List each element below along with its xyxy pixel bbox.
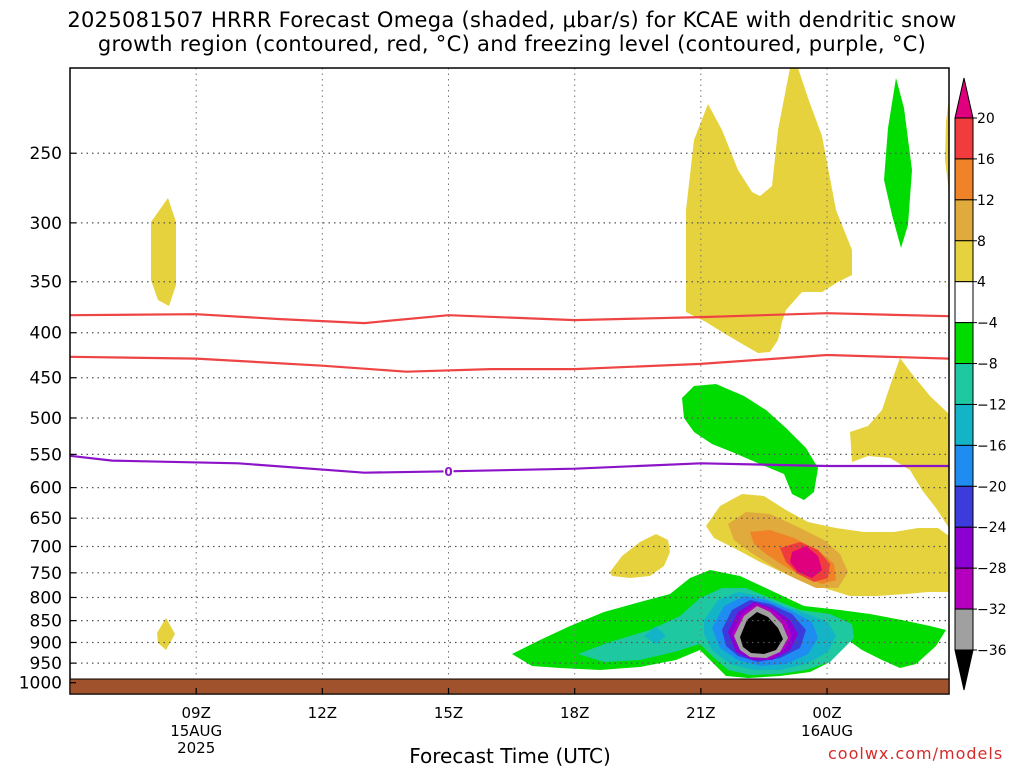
y-tick-label: 550: [30, 445, 62, 465]
credit-text: coolwx.com/models: [828, 744, 1004, 763]
colorbar-label: 8: [977, 234, 986, 250]
y-tick-label: 650: [30, 509, 62, 529]
dendritic-growth-contour: [70, 353, 949, 373]
colorbar-label: −4: [977, 316, 998, 332]
colorbar-bin: [954, 158, 974, 201]
y-tick-label: 350: [30, 273, 62, 293]
colorbar-label: 12: [977, 193, 995, 209]
y-tick-label: 800: [30, 588, 62, 608]
colorbar-bin: [954, 322, 974, 365]
colorbar-bin: [954, 485, 974, 528]
colorbar-label: −16: [977, 438, 1007, 454]
y-tick-label: 300: [30, 214, 62, 234]
y-tick-label: 950: [30, 654, 62, 674]
x-tick-label: 00Z: [812, 704, 841, 722]
x-tick-sublabel: 2025: [177, 739, 215, 757]
x-tick-label: 21Z: [686, 704, 715, 722]
colorbar-bin: [954, 117, 974, 160]
colorbar-label: 4: [977, 275, 986, 291]
y-tick-label: 500: [30, 409, 62, 429]
omega-cell-upward-weak: [686, 68, 852, 353]
x-tick-label: 09Z: [181, 704, 210, 722]
y-tick-label: 400: [30, 324, 62, 344]
colorbar-label: 20: [977, 111, 995, 127]
x-tick-sublabel: 15AUG: [170, 722, 222, 740]
colorbar-bin: [954, 281, 974, 324]
x-tick-label: 12Z: [308, 704, 337, 722]
x-tick-sublabel: 16AUG: [801, 722, 853, 740]
colorbar-label: −32: [977, 602, 1007, 618]
colorbar-bin: [954, 444, 974, 487]
x-tick-label: 18Z: [560, 704, 589, 722]
colorbar-label: −12: [977, 397, 1007, 413]
colorbar-bin: [954, 363, 974, 405]
colorbar-bin: [954, 403, 974, 446]
colorbar-bin: [954, 199, 974, 242]
contours: 0: [70, 312, 949, 479]
grid-lines: [70, 68, 949, 694]
colorbar-arrow-bottom: [954, 649, 974, 691]
omega-cell-downward-weak: [884, 78, 912, 248]
y-tick-label: 900: [30, 633, 62, 653]
omega-cell-upward-weak: [610, 534, 670, 578]
freezing-level-label: 0: [444, 465, 452, 479]
omega-cell-upward-weak: [157, 618, 175, 650]
colorbar-bin: [954, 608, 974, 651]
contour-label-background: [443, 464, 454, 479]
title-line-2: growth region (contoured, red, °C) and f…: [97, 32, 927, 56]
colorbar-label: −20: [977, 479, 1007, 495]
colorbar-label: −8: [977, 357, 998, 373]
x-tick-label: 15Z: [434, 704, 463, 722]
colorbar-label: −36: [977, 643, 1007, 659]
y-tick-label: 250: [30, 144, 62, 164]
colorbar-bin: [954, 240, 974, 283]
omega-cell-upward-weak: [945, 98, 949, 192]
chart-title: 2025081507 HRRR Forecast Omega (shaded, …: [0, 8, 1024, 56]
omega-shading: [151, 68, 949, 678]
omega-cell-downward-weak: [682, 384, 818, 500]
ground-strip: [69, 678, 950, 695]
dendritic-growth-contour: [70, 312, 949, 325]
y-tick-label: 600: [30, 479, 62, 499]
x-axis-title: Forecast Time (UTC): [409, 744, 611, 768]
y-tick-label: 1000: [19, 674, 62, 694]
omega-cell-upward-weak: [850, 358, 949, 528]
title-line-1: 2025081507 HRRR Forecast Omega (shaded, …: [67, 8, 957, 32]
colorbar: 20 16 12 8 4 −4 −8 −12 −16 −20 −24 −28 −32 −36: [954, 77, 1007, 691]
y-tick-label: 700: [30, 537, 62, 557]
omega-cell-upward-weak: [151, 198, 176, 306]
colorbar-arrow-top: [954, 77, 974, 119]
colorbar-bin: [954, 567, 974, 610]
omega-cell-downward-extreme-core: [740, 612, 783, 654]
colorbar-label: −28: [977, 561, 1007, 577]
y-tick-label: 750: [30, 564, 62, 584]
colorbar-bin: [954, 526, 974, 569]
y-axis: 2503003504004505005506006507007508008509…: [19, 144, 76, 694]
omega-cell-upward-intense: [790, 546, 822, 578]
y-tick-label: 850: [30, 612, 62, 632]
y-tick-label: 450: [30, 369, 62, 389]
colorbar-label: −24: [977, 520, 1007, 536]
colorbar-label: 16: [977, 152, 995, 168]
omega-cell-downward-moderate: [644, 626, 666, 644]
